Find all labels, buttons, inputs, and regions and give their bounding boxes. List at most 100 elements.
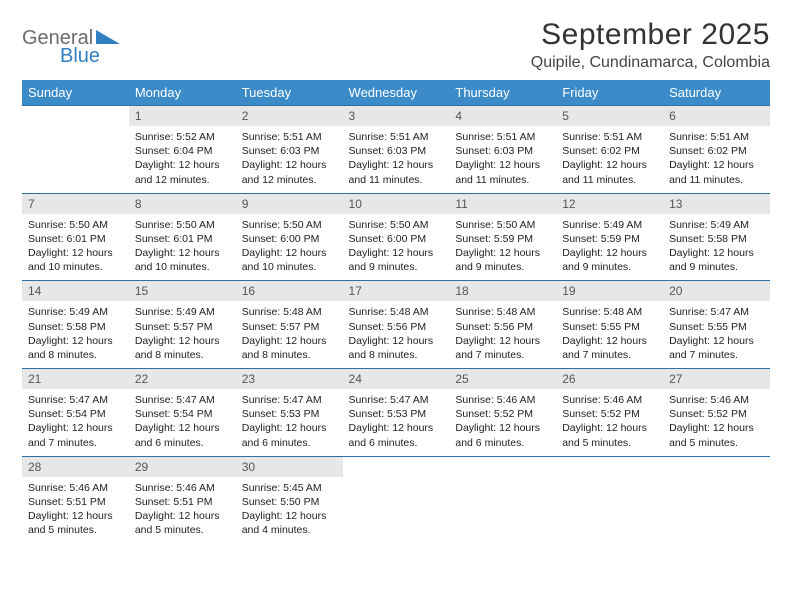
day-number-cell: 11 (449, 193, 556, 214)
sunset-line: Sunset: 5:57 PM (135, 320, 230, 334)
sunset-line: Sunset: 5:59 PM (562, 232, 657, 246)
day-detail-cell: Sunrise: 5:49 AMSunset: 5:58 PMDaylight:… (22, 301, 129, 368)
day-number-cell: 18 (449, 281, 556, 302)
day-detail-cell: Sunrise: 5:49 AMSunset: 5:59 PMDaylight:… (556, 214, 663, 281)
day-detail-cell: Sunrise: 5:50 AMSunset: 6:01 PMDaylight:… (129, 214, 236, 281)
day-number-cell: 3 (343, 106, 450, 127)
daylight-line: Daylight: 12 hours and 4 minutes. (242, 509, 337, 537)
title-block: September 2025 Quipile, Cundinamarca, Co… (531, 18, 770, 72)
day-number-cell: 28 (22, 456, 129, 477)
day-detail-cell: Sunrise: 5:51 AMSunset: 6:03 PMDaylight:… (236, 126, 343, 193)
day-number-cell: 7 (22, 193, 129, 214)
sunrise-line: Sunrise: 5:47 AM (349, 393, 444, 407)
week-4-daynum-row: 282930 (22, 456, 770, 477)
day-detail-cell: Sunrise: 5:52 AMSunset: 6:04 PMDaylight:… (129, 126, 236, 193)
day-detail-cell: Sunrise: 5:51 AMSunset: 6:03 PMDaylight:… (449, 126, 556, 193)
sunrise-line: Sunrise: 5:50 AM (242, 218, 337, 232)
day-detail-cell (663, 477, 770, 544)
sunset-line: Sunset: 6:03 PM (455, 144, 550, 158)
sunset-line: Sunset: 5:53 PM (349, 407, 444, 421)
sunrise-line: Sunrise: 5:45 AM (242, 481, 337, 495)
day-number-cell: 1 (129, 106, 236, 127)
sunrise-line: Sunrise: 5:46 AM (28, 481, 123, 495)
sunset-line: Sunset: 6:03 PM (242, 144, 337, 158)
day-number-cell: 4 (449, 106, 556, 127)
day-header-row: SundayMondayTuesdayWednesdayThursdayFrid… (22, 80, 770, 106)
day-number-cell: 2 (236, 106, 343, 127)
sunset-line: Sunset: 5:51 PM (28, 495, 123, 509)
day-header-wednesday: Wednesday (343, 80, 450, 106)
day-number-cell: 29 (129, 456, 236, 477)
header: General Blue September 2025 Quipile, Cun… (22, 18, 770, 72)
sunset-line: Sunset: 5:51 PM (135, 495, 230, 509)
sunrise-line: Sunrise: 5:50 AM (135, 218, 230, 232)
sunrise-line: Sunrise: 5:46 AM (669, 393, 764, 407)
day-number-cell: 16 (236, 281, 343, 302)
sunset-line: Sunset: 6:02 PM (669, 144, 764, 158)
day-header-tuesday: Tuesday (236, 80, 343, 106)
day-number-cell (663, 456, 770, 477)
sunset-line: Sunset: 5:59 PM (455, 232, 550, 246)
day-number-cell: 19 (556, 281, 663, 302)
day-detail-cell: Sunrise: 5:46 AMSunset: 5:51 PMDaylight:… (22, 477, 129, 544)
day-number-cell: 6 (663, 106, 770, 127)
day-detail-cell: Sunrise: 5:49 AMSunset: 5:57 PMDaylight:… (129, 301, 236, 368)
day-detail-cell: Sunrise: 5:50 AMSunset: 6:00 PMDaylight:… (343, 214, 450, 281)
day-detail-cell: Sunrise: 5:49 AMSunset: 5:58 PMDaylight:… (663, 214, 770, 281)
day-detail-cell: Sunrise: 5:47 AMSunset: 5:54 PMDaylight:… (129, 389, 236, 456)
daylight-line: Daylight: 12 hours and 8 minutes. (28, 334, 123, 362)
sunset-line: Sunset: 5:56 PM (349, 320, 444, 334)
daylight-line: Daylight: 12 hours and 6 minutes. (135, 421, 230, 449)
sunrise-line: Sunrise: 5:47 AM (28, 393, 123, 407)
week-2-detail-row: Sunrise: 5:49 AMSunset: 5:58 PMDaylight:… (22, 301, 770, 368)
day-number-cell: 21 (22, 369, 129, 390)
day-detail-cell: Sunrise: 5:47 AMSunset: 5:54 PMDaylight:… (22, 389, 129, 456)
week-1-daynum-row: 78910111213 (22, 193, 770, 214)
sunset-line: Sunset: 6:01 PM (28, 232, 123, 246)
week-2-daynum-row: 14151617181920 (22, 281, 770, 302)
day-number-cell: 10 (343, 193, 450, 214)
sunset-line: Sunset: 5:54 PM (135, 407, 230, 421)
daylight-line: Daylight: 12 hours and 11 minutes. (349, 158, 444, 186)
day-number-cell (343, 456, 450, 477)
day-detail-cell (556, 477, 663, 544)
day-detail-cell: Sunrise: 5:50 AMSunset: 6:00 PMDaylight:… (236, 214, 343, 281)
sunset-line: Sunset: 5:52 PM (669, 407, 764, 421)
daylight-line: Daylight: 12 hours and 9 minutes. (455, 246, 550, 274)
day-number-cell: 17 (343, 281, 450, 302)
daylight-line: Daylight: 12 hours and 8 minutes. (135, 334, 230, 362)
daylight-line: Daylight: 12 hours and 6 minutes. (455, 421, 550, 449)
page-title: September 2025 (531, 18, 770, 52)
day-detail-cell: Sunrise: 5:48 AMSunset: 5:56 PMDaylight:… (343, 301, 450, 368)
day-number-cell: 13 (663, 193, 770, 214)
week-0-daynum-row: 123456 (22, 106, 770, 127)
sunset-line: Sunset: 6:00 PM (349, 232, 444, 246)
daylight-line: Daylight: 12 hours and 5 minutes. (669, 421, 764, 449)
daylight-line: Daylight: 12 hours and 10 minutes. (242, 246, 337, 274)
daylight-line: Daylight: 12 hours and 11 minutes. (562, 158, 657, 186)
sunrise-line: Sunrise: 5:49 AM (135, 305, 230, 319)
daylight-line: Daylight: 12 hours and 10 minutes. (135, 246, 230, 274)
daylight-line: Daylight: 12 hours and 6 minutes. (349, 421, 444, 449)
brand-logo: General Blue (22, 18, 132, 71)
sunset-line: Sunset: 6:03 PM (349, 144, 444, 158)
sunset-line: Sunset: 5:56 PM (455, 320, 550, 334)
day-number-cell: 23 (236, 369, 343, 390)
day-header-saturday: Saturday (663, 80, 770, 106)
sunset-line: Sunset: 5:50 PM (242, 495, 337, 509)
sunset-line: Sunset: 6:02 PM (562, 144, 657, 158)
daylight-line: Daylight: 12 hours and 10 minutes. (28, 246, 123, 274)
day-number-cell: 25 (449, 369, 556, 390)
sunrise-line: Sunrise: 5:50 AM (349, 218, 444, 232)
sunrise-line: Sunrise: 5:46 AM (562, 393, 657, 407)
daylight-line: Daylight: 12 hours and 12 minutes. (242, 158, 337, 186)
daylight-line: Daylight: 12 hours and 5 minutes. (135, 509, 230, 537)
calendar-thead: SundayMondayTuesdayWednesdayThursdayFrid… (22, 80, 770, 106)
sunset-line: Sunset: 5:54 PM (28, 407, 123, 421)
sunrise-line: Sunrise: 5:52 AM (135, 130, 230, 144)
sunset-line: Sunset: 6:01 PM (135, 232, 230, 246)
sunrise-line: Sunrise: 5:49 AM (28, 305, 123, 319)
sunrise-line: Sunrise: 5:47 AM (669, 305, 764, 319)
day-detail-cell: Sunrise: 5:47 AMSunset: 5:55 PMDaylight:… (663, 301, 770, 368)
day-detail-cell: Sunrise: 5:51 AMSunset: 6:03 PMDaylight:… (343, 126, 450, 193)
